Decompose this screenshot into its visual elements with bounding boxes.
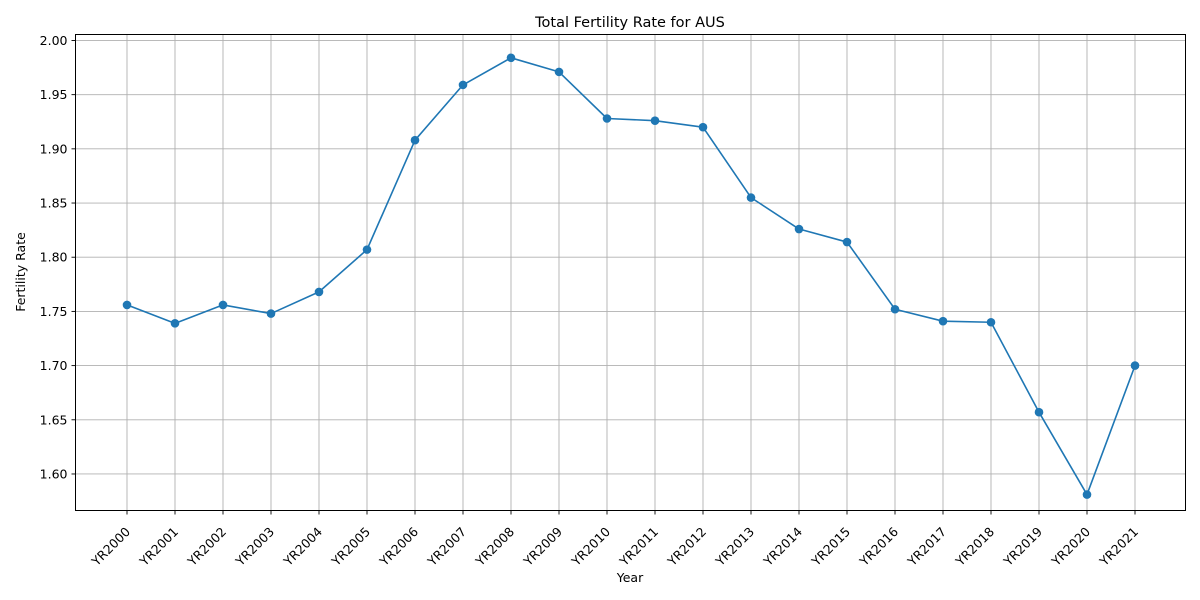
y-axis-ticks: 1.60 1.65 1.70 1.75 1.80 1.85 1.90 1.95 2.00 (40, 33, 76, 481)
y-tick-label: 1.70 (40, 358, 68, 373)
y-tick-label: 1.95 (40, 87, 68, 102)
data-point (650, 116, 660, 125)
data-point (458, 80, 468, 90)
data-point (602, 114, 612, 123)
data-point (314, 287, 324, 297)
y-tick-label: 1.75 (40, 304, 68, 319)
data-point (986, 317, 996, 327)
x-tick-label: YR2004 (280, 524, 325, 569)
x-tick-label: YR2019 (1000, 524, 1045, 569)
data-point (698, 122, 708, 132)
data-point (554, 67, 564, 77)
x-tick-label: YR2007 (424, 524, 469, 569)
x-tick-label: YR2011 (616, 524, 661, 569)
x-tick-label: YR2003 (232, 524, 277, 569)
data-point (506, 53, 516, 63)
x-tick-label: YR2000 (88, 524, 133, 569)
chart-title: Total Fertility Rate for AUS (534, 15, 725, 31)
x-tick-label: YR2013 (712, 524, 757, 569)
data-point (794, 224, 804, 234)
data-point (938, 316, 948, 326)
y-tick-label: 1.60 (40, 466, 68, 481)
x-tick-label: YR2009 (520, 524, 565, 569)
x-axis-label: Year (616, 570, 644, 585)
data-point (1130, 361, 1140, 370)
x-tick-label: YR2001 (136, 524, 181, 569)
x-tick-label: YR2020 (1048, 524, 1093, 569)
data-point (746, 193, 756, 202)
data-point (218, 300, 228, 310)
series (122, 53, 1140, 499)
x-tick-label: YR2014 (760, 524, 805, 569)
y-tick-label: 1.85 (40, 196, 68, 211)
x-tick-label: YR2008 (472, 524, 517, 569)
data-point (122, 300, 132, 310)
x-tick-label: YR2018 (952, 524, 997, 569)
x-tick-label: YR2015 (808, 524, 853, 569)
x-tick-label: YR2021 (1096, 524, 1141, 569)
x-tick-label: YR2017 (904, 524, 949, 569)
y-tick-label: 1.90 (40, 141, 68, 156)
data-point (266, 309, 276, 318)
y-tick-label: 1.65 (40, 412, 68, 427)
grid (75, 34, 1186, 511)
data-point (410, 135, 420, 145)
x-tick-label: YR2005 (328, 524, 373, 569)
y-tick-label: 1.80 (40, 250, 68, 265)
x-tick-label: YR2006 (376, 524, 421, 569)
x-tick-label: YR2012 (664, 524, 709, 569)
y-axis-label: Fertility Rate (13, 232, 28, 312)
data-point (1082, 490, 1092, 499)
x-tick-label: YR2016 (856, 524, 901, 569)
data-point (842, 237, 852, 247)
y-tick-label: 2.00 (40, 33, 68, 48)
data-point (362, 245, 372, 254)
data-point (890, 304, 900, 314)
x-tick-label: YR2002 (184, 524, 229, 569)
x-axis-ticks: YR2000 YR2001 YR2002 YR2003 YR2004 YR2005 YR20… (88, 510, 1141, 569)
x-tick-label: YR2010 (568, 524, 613, 569)
plot-frame (75, 34, 1186, 511)
series-line (126, 57, 1136, 496)
data-point (1034, 407, 1044, 417)
data-point (170, 319, 180, 328)
